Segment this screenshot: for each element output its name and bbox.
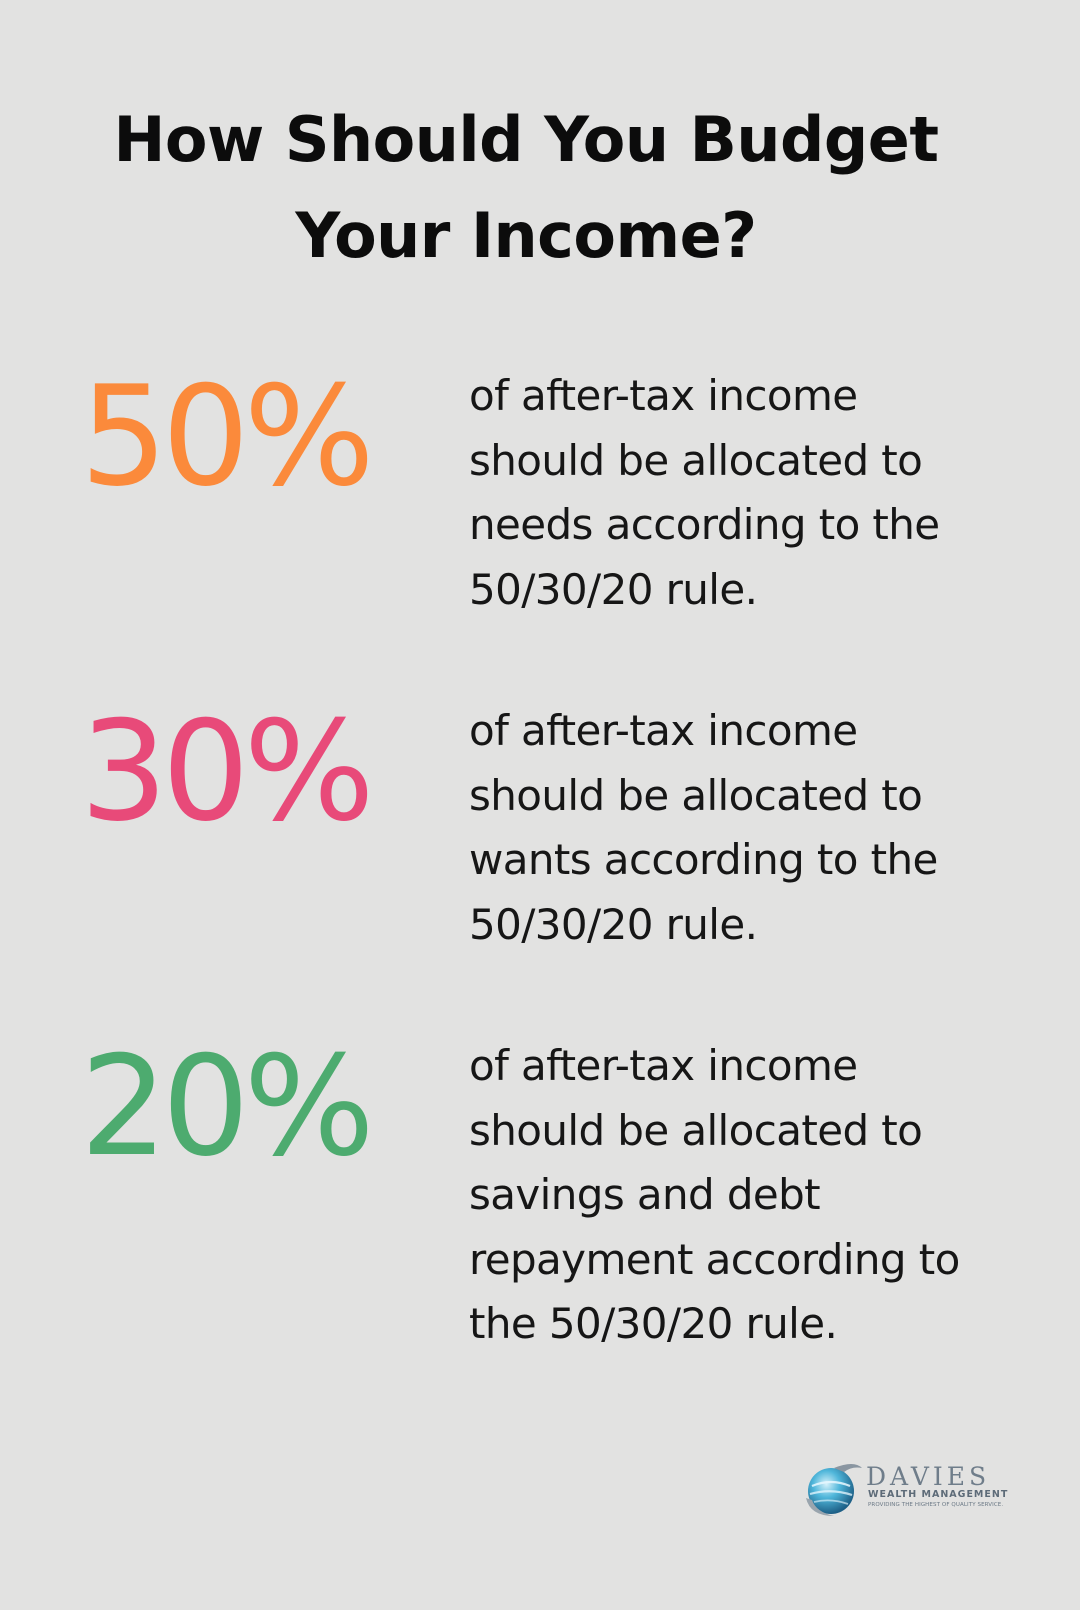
title-line-2: Your Income? [295, 199, 757, 272]
stat-description: of after-tax income should be allocated … [469, 1034, 1009, 1357]
description-line: of after-tax income [469, 706, 858, 755]
globe-swoosh-icon [806, 1464, 862, 1516]
stat-savings: 20% of after-tax income should be alloca… [0, 1026, 1052, 1349]
description-line: repayment according to [469, 1234, 960, 1284]
stat-description: of after-tax income should be allocated … [469, 699, 1009, 957]
stat-percentage: 20% [80, 1026, 375, 1187]
description-line: savings and debt [469, 1170, 821, 1219]
company-logo: DAVIES WEALTH MANAGEMENT PROVIDING THE H… [804, 1456, 1014, 1520]
description-line: wants according to the [469, 835, 938, 884]
page-title: How Should You Budget Your Income? [60, 92, 992, 284]
logo-tagline: PROVIDING THE HIGHEST OF QUALITY SERVICE… [868, 1502, 1004, 1508]
description-line: should be allocated to [469, 770, 923, 820]
stat-wants: 30% of after-tax income should be alloca… [0, 697, 1052, 997]
description-line: should be allocated to [469, 1105, 923, 1155]
stat-needs: 50% of after-tax income should be alloca… [0, 362, 1052, 662]
logo-name: DAVIES [866, 1462, 991, 1491]
description-line: 50/30/20 rule. [469, 899, 758, 949]
description-line: should be allocated to [469, 435, 923, 485]
logo-subtitle: WEALTH MANAGEMENT [868, 1489, 1009, 1500]
description-line: of after-tax income [469, 371, 858, 420]
description-line: needs according to the [469, 500, 940, 549]
title-line-1: How Should You Budget [113, 103, 939, 176]
description-line: of after-tax income [469, 1041, 858, 1090]
description-line: 50/30/20 rule. [469, 564, 758, 614]
description-line: the 50/30/20 rule. [469, 1299, 838, 1348]
stat-percentage: 30% [80, 691, 375, 852]
stat-description: of after-tax income should be allocated … [469, 364, 1009, 622]
stat-percentage: 50% [80, 356, 375, 517]
